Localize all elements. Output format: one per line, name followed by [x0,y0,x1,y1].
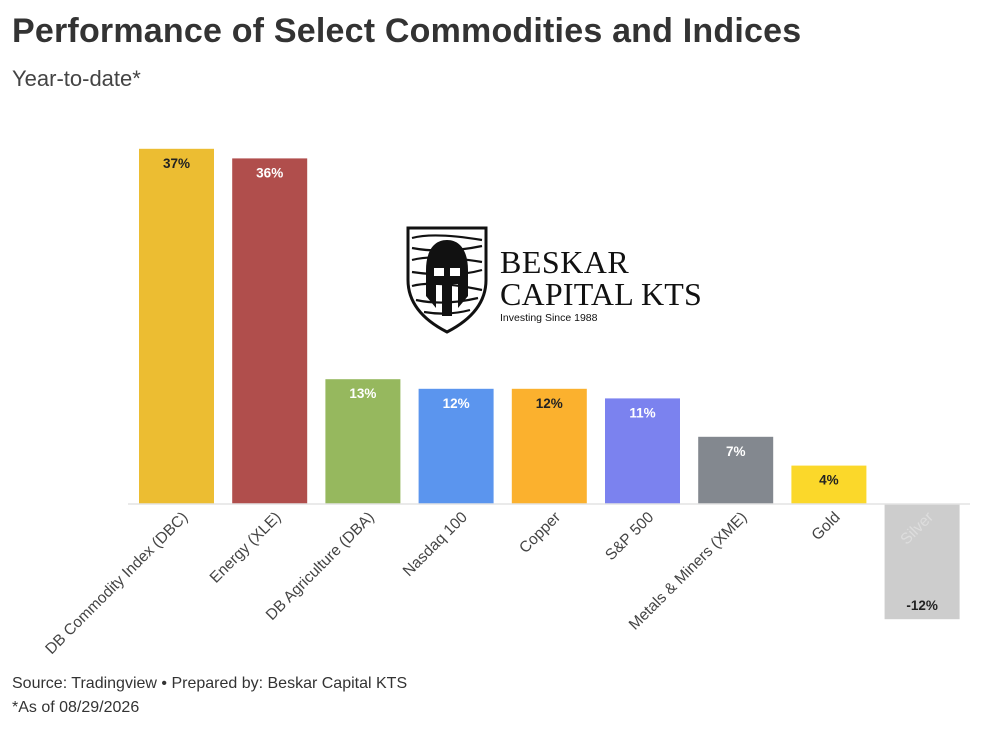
bar-3 [418,388,494,504]
bar-1 [232,158,308,504]
category-label-1: Energy (XLE) [207,509,285,587]
chart-title: Performance of Select Commodities and In… [12,12,802,50]
category-label-2: DB Agriculture (DBA) [263,509,378,624]
category-labels-group: DB Commodity Index (DBC) Energy (XLE)DB A… [42,509,937,658]
logo-tagline: Investing Since 1988 [500,312,598,324]
bar-0 [139,148,214,505]
data-label-5: 11% [629,405,655,420]
source-note: Source: Tradingview • Prepared by: Beska… [12,675,408,692]
category-label-3: Nasdaq 100 [400,509,471,580]
logo-line-2: CAPITAL KTS [500,276,703,312]
bar-8 [884,504,960,620]
data-label-2: 13% [349,386,376,401]
data-label-0: 37% [163,156,190,171]
spartan-helmet-shield-icon [406,226,488,334]
data-label-4: 12% [536,396,563,411]
bars-group [139,148,960,620]
bar-2 [325,379,401,504]
category-label-4: Copper [516,509,564,557]
bar-4 [511,388,587,504]
data-label-1: 36% [256,165,283,180]
bar-5 [605,398,680,504]
data-label-7: 4% [819,473,839,488]
category-label-0: DB Commodity Index (DBC) [42,509,191,658]
chart-subtitle: Year-to-date* [12,66,141,91]
bar-7 [791,465,867,504]
category-label-7: Gold [809,509,844,544]
as-of-note: *As of 08/29/2026 [12,699,140,716]
category-label-5: S&P 500 [602,509,657,564]
logo-line-1: BESKAR [500,244,630,280]
data-label-3: 12% [443,396,470,411]
data-label-6: 7% [726,444,746,459]
beskar-logo: BESKAR CAPITAL KTS Investing Since 1988 [404,224,724,336]
data-label-8: -12% [906,598,938,613]
data-labels-group: 37% 36% 13% 12% 12% 11% 7% 4% -12% [163,156,938,613]
bar-6 [698,436,774,504]
